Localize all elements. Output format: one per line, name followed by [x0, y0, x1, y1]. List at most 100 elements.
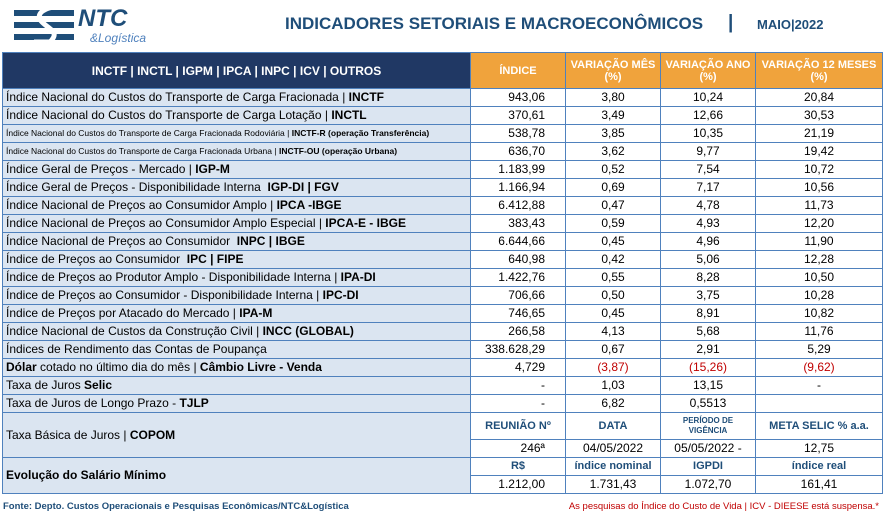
value: 0,52 — [601, 162, 625, 176]
value: 6.412,88 — [498, 198, 545, 212]
sub-header-row: Evolução do Salário Mínimo R$ índice nomin… — [2, 457, 883, 494]
value: 3,75 — [696, 288, 720, 302]
label-part: Índice Geral de Preços - Mercado | — [6, 162, 196, 176]
label-part: Índice Nacional de Preços ao Consumidor … — [6, 216, 326, 230]
row: Índice Nacional de Custos da Construção … — [2, 322, 883, 341]
note: As pesquisas do Índice do Custo de Vida … — [569, 501, 879, 512]
label-part: Índice Nacional de Preços ao Consumidor … — [6, 198, 277, 212]
cell: 1.731,43 — [565, 475, 661, 494]
label-part: Índice de Preços por Atacado do Mercado … — [6, 306, 240, 320]
cell: 3,85 — [565, 124, 661, 143]
date: MAIO|2022 — [757, 17, 824, 32]
row-label: Índice Nacional do Custos do Transporte … — [2, 142, 471, 161]
cell: 746,65 — [470, 304, 566, 323]
value: (15,26) — [688, 360, 728, 374]
label-part: COPOM — [129, 427, 176, 442]
cell: 0,67 — [565, 340, 661, 359]
cell: 10,50 — [755, 268, 883, 287]
value: 12,66 — [692, 108, 724, 122]
cell: - — [470, 394, 566, 413]
label-part: Taxa de Juros — [6, 378, 85, 392]
cell: 1.072,70 — [660, 475, 756, 494]
sub-header: índice nominal — [565, 457, 661, 476]
cell: 4,93 — [660, 214, 756, 233]
label-part: Índice Nacional do Custos do Transporte … — [6, 108, 332, 122]
cell: 246ª — [470, 439, 566, 458]
value: 11,73 — [804, 198, 834, 212]
row: Índice Nacional de Preços ao Consumidor … — [2, 214, 883, 233]
value: 1.422,76 — [498, 270, 545, 284]
cell: 943,06 — [470, 88, 566, 107]
cell: (3,87) — [565, 358, 661, 377]
cell: 640,98 — [470, 250, 566, 269]
value: 0,59 — [601, 216, 625, 230]
title: INDICADORES SETORIAIS E MACROECONÔMICOS — [285, 14, 704, 33]
value: 5,06 — [696, 252, 720, 266]
cell: 1.166,94 — [470, 178, 566, 197]
value-row: 246ª 04/05/2022 05/05/2022 -12,75 — [3, 439, 883, 458]
value: 10,56 — [803, 180, 835, 194]
label-part: INCTF-R (operação Transferência) — [291, 128, 430, 138]
value: 10,72 — [803, 162, 835, 176]
label-part: cotado no último dia do mês | — [36, 360, 200, 374]
cell: 0,50 — [565, 286, 661, 305]
column-header: INCTF | INCTL | IGPM | IPCA | INPC | ICV… — [2, 52, 471, 89]
label-part: Índice Nacional de Preços ao Consumidor — [6, 234, 237, 248]
value: 1.183,99 — [498, 162, 545, 176]
cell: - — [755, 376, 883, 395]
value: 6,82 — [601, 396, 625, 410]
cell: 3,80 — [565, 88, 661, 107]
sub-header: META SELIC % a.a. — [755, 412, 883, 440]
value: 0,42 — [601, 252, 625, 266]
row: Taxa de Juros de Longo Prazo - TJLP - 6,82… — [2, 394, 883, 413]
row: Índice Nacional do Custos do Transporte … — [2, 142, 883, 161]
row-label: Índice Geral de Preços - Disponibilidade… — [2, 178, 471, 197]
value: 19,42 — [803, 144, 835, 158]
value: 10,24 — [692, 90, 724, 104]
cell: 4,729 — [470, 358, 566, 377]
cell: 12,66 — [660, 106, 756, 125]
cell: 5,06 — [660, 250, 756, 269]
value: 6.644,66 — [498, 234, 545, 248]
cell: 12,75 — [755, 439, 883, 458]
row-label: Índice Nacional de Preços ao Consumidor … — [2, 232, 471, 251]
row: Índice Nacional do Custos do Transporte … — [2, 106, 883, 125]
value: 0,45 — [601, 306, 625, 320]
label-part: Índice de Preços ao Consumidor — [6, 252, 187, 266]
row: Índice de Preços ao Consumidor IPC | FIP… — [2, 250, 883, 269]
logo-text: NTC — [78, 5, 128, 32]
row: Índice Geral de Preços - Mercado | IGP-M… — [2, 160, 883, 179]
value: 8,91 — [696, 306, 720, 320]
label-part: Índice de Preços ao Consumidor - Disponi… — [6, 288, 323, 302]
value: 266,58 — [508, 324, 545, 338]
cell: 370,61 — [470, 106, 566, 125]
value: 370,61 — [508, 108, 545, 122]
label-part: TJLP — [179, 396, 209, 410]
value: 12,28 — [803, 252, 835, 266]
cell: 04/05/2022 — [565, 439, 661, 458]
cell: 10,35 — [660, 124, 756, 143]
cell: (15,26) — [660, 358, 756, 377]
cell: 05/05/2022 - — [660, 439, 756, 458]
cell: 9,77 — [660, 142, 756, 161]
label-part: Índice Geral de Preços - Disponibilidade… — [6, 180, 268, 194]
value: 0,55 — [601, 270, 625, 284]
value: 9,77 — [696, 144, 720, 158]
label-part: IPCA -IBGE — [276, 198, 342, 212]
indicators-table: INCTF | INCTL | IGPM | IPCA | INPC | ICV… — [2, 52, 883, 413]
label-part: IGP-M — [195, 162, 230, 176]
cell: 3,62 — [565, 142, 661, 161]
label-part: IPA-DI — [340, 270, 376, 284]
cell: 10,82 — [755, 304, 883, 323]
sub-header: DATA — [565, 412, 661, 440]
source: Fonte: Depto. Custos Operacionais e Pesq… — [3, 501, 349, 512]
value: 4,13 — [601, 324, 625, 338]
value: 20,84 — [803, 90, 835, 104]
cell: 8,28 — [660, 268, 756, 287]
section-label: Evolução do Salário Mínimo — [2, 457, 471, 494]
row: Índice Nacional de Preços ao Consumidor … — [2, 196, 883, 215]
value: 5,68 — [696, 324, 720, 338]
cell: 266,58 — [470, 322, 566, 341]
value: 4,93 — [696, 216, 720, 230]
